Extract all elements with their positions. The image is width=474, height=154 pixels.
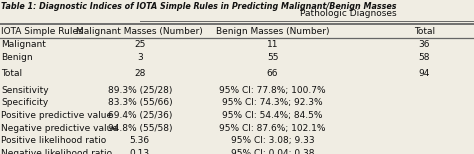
Text: 3: 3 <box>137 53 143 62</box>
Text: 95% CI: 0.04; 0.38: 95% CI: 0.04; 0.38 <box>231 149 314 154</box>
Text: 25: 25 <box>134 40 146 49</box>
Text: 36: 36 <box>419 40 430 49</box>
Text: Specificity: Specificity <box>1 98 48 107</box>
Text: Sensitivity: Sensitivity <box>1 86 48 95</box>
Text: Table 1: Diagnostic Indices of IOTA Simple Rules in Predicting Malignant/Benign : Table 1: Diagnostic Indices of IOTA Simp… <box>1 2 396 11</box>
Text: 95% CI: 74.3%; 92.3%: 95% CI: 74.3%; 92.3% <box>222 98 323 107</box>
Text: 95% CI: 3.08; 9.33: 95% CI: 3.08; 9.33 <box>231 136 314 145</box>
Text: 94.8% (55/58): 94.8% (55/58) <box>108 124 172 133</box>
Text: Benign Masses (Number): Benign Masses (Number) <box>216 27 329 36</box>
Text: 95% CI: 77.8%; 100.7%: 95% CI: 77.8%; 100.7% <box>219 86 326 95</box>
Text: 5.36: 5.36 <box>130 136 150 145</box>
Text: 66: 66 <box>267 69 278 78</box>
Text: Malignant Masses (Number): Malignant Masses (Number) <box>76 27 203 36</box>
Text: 95% CI: 87.6%; 102.1%: 95% CI: 87.6%; 102.1% <box>219 124 326 133</box>
Text: 0.13: 0.13 <box>130 149 150 154</box>
Text: 89.3% (25/28): 89.3% (25/28) <box>108 86 172 95</box>
Text: Negative predictive value: Negative predictive value <box>1 124 118 133</box>
Text: 11: 11 <box>267 40 278 49</box>
Text: Positive likelihood ratio: Positive likelihood ratio <box>1 136 106 145</box>
Text: Pathologic Diagnoses: Pathologic Diagnoses <box>300 9 397 18</box>
Text: Total: Total <box>1 69 22 78</box>
Text: 83.3% (55/66): 83.3% (55/66) <box>108 98 172 107</box>
Text: 69.4% (25/36): 69.4% (25/36) <box>108 111 172 120</box>
Text: 28: 28 <box>134 69 146 78</box>
Text: Benign: Benign <box>1 53 33 62</box>
Text: Positive predictive value: Positive predictive value <box>1 111 112 120</box>
Text: 94: 94 <box>419 69 430 78</box>
Text: 95% CI: 54.4%; 84.5%: 95% CI: 54.4%; 84.5% <box>222 111 323 120</box>
Text: IOTA Simple Rules: IOTA Simple Rules <box>1 27 82 36</box>
Text: 58: 58 <box>419 53 430 62</box>
Text: Total: Total <box>414 27 435 36</box>
Text: Malignant: Malignant <box>1 40 46 49</box>
Text: Negative likelihood ratio: Negative likelihood ratio <box>1 149 112 154</box>
Text: 55: 55 <box>267 53 278 62</box>
